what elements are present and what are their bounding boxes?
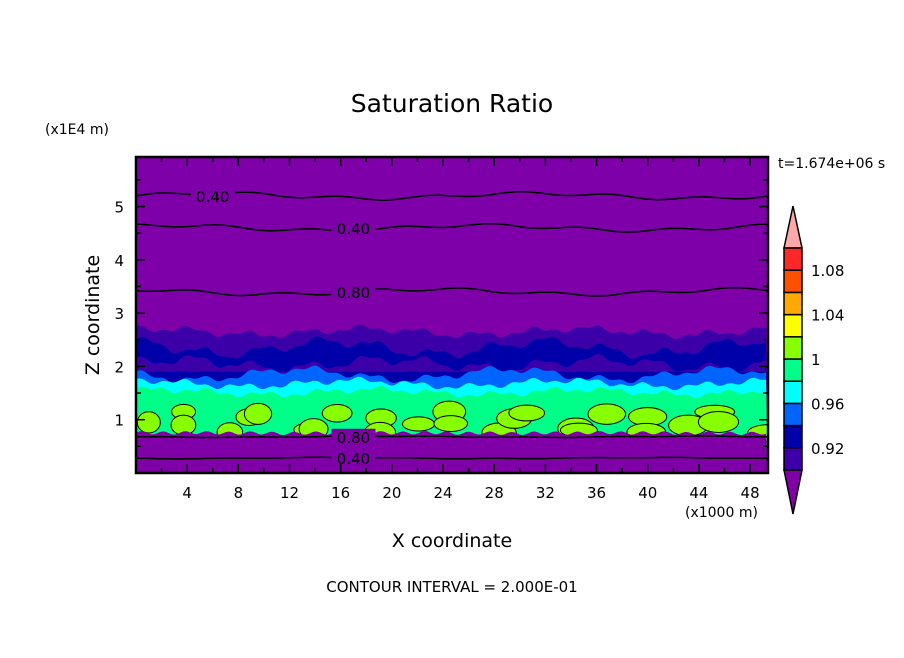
x-tick-label: 32 <box>536 484 555 502</box>
time-label: t=1.674e+06 s <box>778 156 885 172</box>
x-tick-label: 16 <box>331 484 350 502</box>
x-tick-label: 44 <box>689 484 708 502</box>
band-1.00-1.02-blob <box>321 403 353 423</box>
colorbar-swatch <box>783 336 803 360</box>
contour-label-gap <box>190 187 235 204</box>
contour-line-0.40 <box>136 456 768 460</box>
contour-label: 0.40 <box>337 450 370 468</box>
colorbar-swatch <box>783 402 803 427</box>
x-tick-label: 4 <box>182 484 192 502</box>
x-tick-label: 48 <box>741 484 760 502</box>
colorbar-swatch <box>783 269 803 294</box>
y-tick-label: 2 <box>114 358 124 376</box>
band-1.00-1.02-blob <box>401 416 436 432</box>
colorbar-swatch <box>783 447 803 471</box>
x-tick-label: 36 <box>587 484 606 502</box>
colorbar-swatch <box>783 247 803 271</box>
x-tick-label: 28 <box>485 484 504 502</box>
colorbar-tick-label: 0.92 <box>811 440 844 458</box>
contour-line-0.80 <box>136 286 768 297</box>
colorbar: 1.08 1.04 1 0.96 0.92 <box>783 205 844 515</box>
x-tick-label: 20 <box>382 484 401 502</box>
band-1.00-1.02-blob <box>433 415 469 432</box>
colorbar-tick-label: 0.96 <box>811 395 844 413</box>
colorbar-tick-label: 1.08 <box>811 262 844 280</box>
x-unit-label: (x1000 m) <box>685 505 758 521</box>
contour-label: 0.80 <box>337 284 370 302</box>
band-1.00-1.02-blob <box>587 403 627 425</box>
band-below-0.90 <box>136 431 768 473</box>
contour-line-0.40 <box>136 190 768 201</box>
x-tick-label: 12 <box>280 484 299 502</box>
colorbar-swatch <box>783 291 803 316</box>
band-1.00-1.02-blob <box>697 410 740 433</box>
y-tick-label: 4 <box>114 252 124 270</box>
x-tick-label: 40 <box>638 484 657 502</box>
contour-label-gap <box>331 428 376 445</box>
contour-interval-footer: CONTOUR INTERVAL = 2.000E-01 <box>326 578 577 596</box>
colorbar-swatch <box>783 358 803 382</box>
contour-label: 0.40 <box>196 188 229 206</box>
contour-label-gap <box>331 219 376 236</box>
colorbar-under-arrow <box>783 469 803 515</box>
colorbar-over-arrow <box>783 205 803 249</box>
contour-label: 0.80 <box>337 429 370 447</box>
y-axis-label: Z coordinate <box>82 255 104 375</box>
y-tick-label: 3 <box>114 305 124 323</box>
x-tick-label: 8 <box>234 484 244 502</box>
contour-line-0.40 <box>136 222 768 233</box>
contour-label: 0.40 <box>337 220 370 238</box>
chart-title: Saturation Ratio <box>351 89 553 118</box>
colorbar-tick-label: 1.04 <box>811 307 844 325</box>
field: 0.40 0.40 0.80 0.80 0.40 <box>136 157 768 473</box>
contour-label-gap <box>331 283 376 300</box>
y-tick-label: 5 <box>114 199 124 217</box>
colorbar-swatch <box>783 424 803 449</box>
colorbar-swatch <box>783 380 803 405</box>
colorbar-swatch <box>783 313 803 338</box>
x-tick-label: 24 <box>433 484 452 502</box>
contour-label-gap <box>331 450 376 467</box>
band-1.00-1.02-blob <box>243 402 273 425</box>
y-tick-label: 1 <box>114 412 124 430</box>
band-1.00-1.02-blob <box>508 404 546 422</box>
colorbar-tick-label: 1 <box>811 351 821 369</box>
plot-frame <box>134 155 770 475</box>
plot-area: 0.40 0.40 0.80 0.80 0.40 <box>136 157 768 473</box>
x-axis-label: X coordinate <box>392 530 512 552</box>
contour-line-0.80 <box>136 435 768 439</box>
band-1.00-1.02-blob <box>136 411 161 434</box>
band-0.90-0.92-streak <box>136 353 768 374</box>
y-unit-label: (x1E4 m) <box>45 122 109 138</box>
